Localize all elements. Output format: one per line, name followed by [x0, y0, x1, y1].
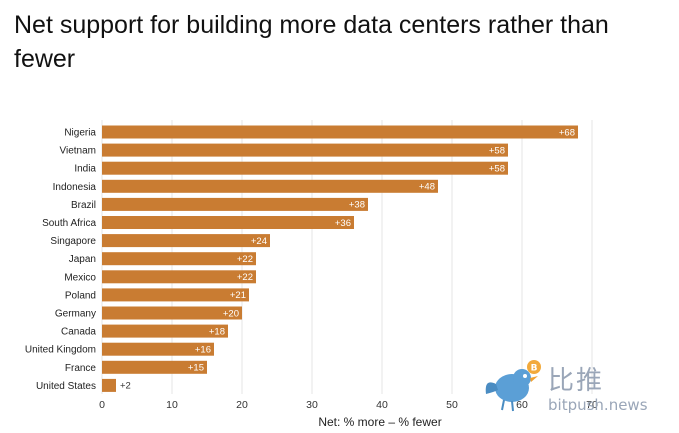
data-label: +15 — [188, 363, 204, 374]
watermark: B 比推 bitpush.news — [482, 358, 672, 418]
data-label: +58 — [489, 145, 505, 156]
category-label: Brazil — [71, 200, 96, 211]
x-tick-label: 0 — [99, 399, 105, 411]
data-label: +22 — [237, 272, 253, 283]
bar — [102, 378, 116, 392]
bird-coin-icon: B — [485, 360, 541, 412]
category-label: Canada — [61, 327, 96, 338]
bar — [102, 252, 256, 266]
category-label: United States — [36, 381, 96, 392]
x-tick-label: 20 — [236, 399, 248, 411]
x-axis-title: Net: % more – % fewer — [318, 415, 441, 429]
data-label: +18 — [209, 326, 225, 337]
bar — [102, 324, 228, 338]
category-label: Vietnam — [59, 146, 96, 157]
bar — [102, 125, 578, 139]
bar — [102, 360, 207, 374]
data-label: +20 — [223, 308, 239, 319]
data-label: +24 — [251, 236, 267, 247]
x-tick-label: 70 — [586, 399, 598, 411]
category-labels: Nigeria Vietnam India Indonesia Brazil South … — [25, 128, 97, 392]
bar — [102, 234, 270, 248]
data-label: +2 — [120, 381, 131, 392]
bar — [102, 197, 368, 211]
data-label: +58 — [489, 164, 505, 175]
bar — [102, 288, 249, 302]
data-label: +68 — [559, 127, 575, 138]
watermark-site: bitpush.news — [548, 396, 648, 414]
x-tick-label: 10 — [166, 399, 178, 411]
data-label: +22 — [237, 254, 253, 265]
category-label: Mexico — [64, 272, 96, 283]
category-label: United Kingdom — [25, 345, 96, 356]
bar — [102, 143, 508, 157]
bar — [102, 306, 242, 320]
data-label: +36 — [335, 218, 351, 229]
bar — [102, 270, 256, 284]
x-tick-labels: 0 10 20 30 40 50 60 70 — [99, 399, 598, 411]
data-label: +16 — [195, 345, 211, 356]
x-tick-label: 50 — [446, 399, 458, 411]
category-label: India — [74, 164, 96, 175]
bar — [102, 216, 354, 229]
watermark-chinese-text: 比推 — [548, 366, 605, 396]
data-label: +48 — [419, 182, 435, 193]
data-label: +38 — [349, 200, 365, 211]
x-tick-label: 30 — [306, 399, 318, 411]
category-label: Japan — [69, 254, 96, 265]
svg-text:B: B — [531, 364, 538, 374]
category-label: South Africa — [42, 218, 96, 229]
category-label: France — [65, 363, 97, 374]
category-label: Nigeria — [64, 128, 96, 139]
x-tick-label: 60 — [516, 399, 528, 411]
data-labels: +68 +58 +58 +48 +38 +36 +24 +22 +22 +21 +20 +18 +16 +… — [120, 127, 575, 391]
category-label: Germany — [55, 309, 96, 320]
data-label: +21 — [230, 290, 246, 301]
bar — [102, 161, 508, 175]
bar — [102, 342, 214, 356]
bars — [102, 125, 578, 392]
bar — [102, 179, 438, 193]
x-tick-label: 40 — [376, 399, 388, 411]
category-label: Indonesia — [53, 182, 97, 193]
chart-title: Net support for building more data cente… — [14, 11, 609, 73]
category-label: Singapore — [50, 236, 96, 247]
category-label: Poland — [65, 290, 96, 301]
